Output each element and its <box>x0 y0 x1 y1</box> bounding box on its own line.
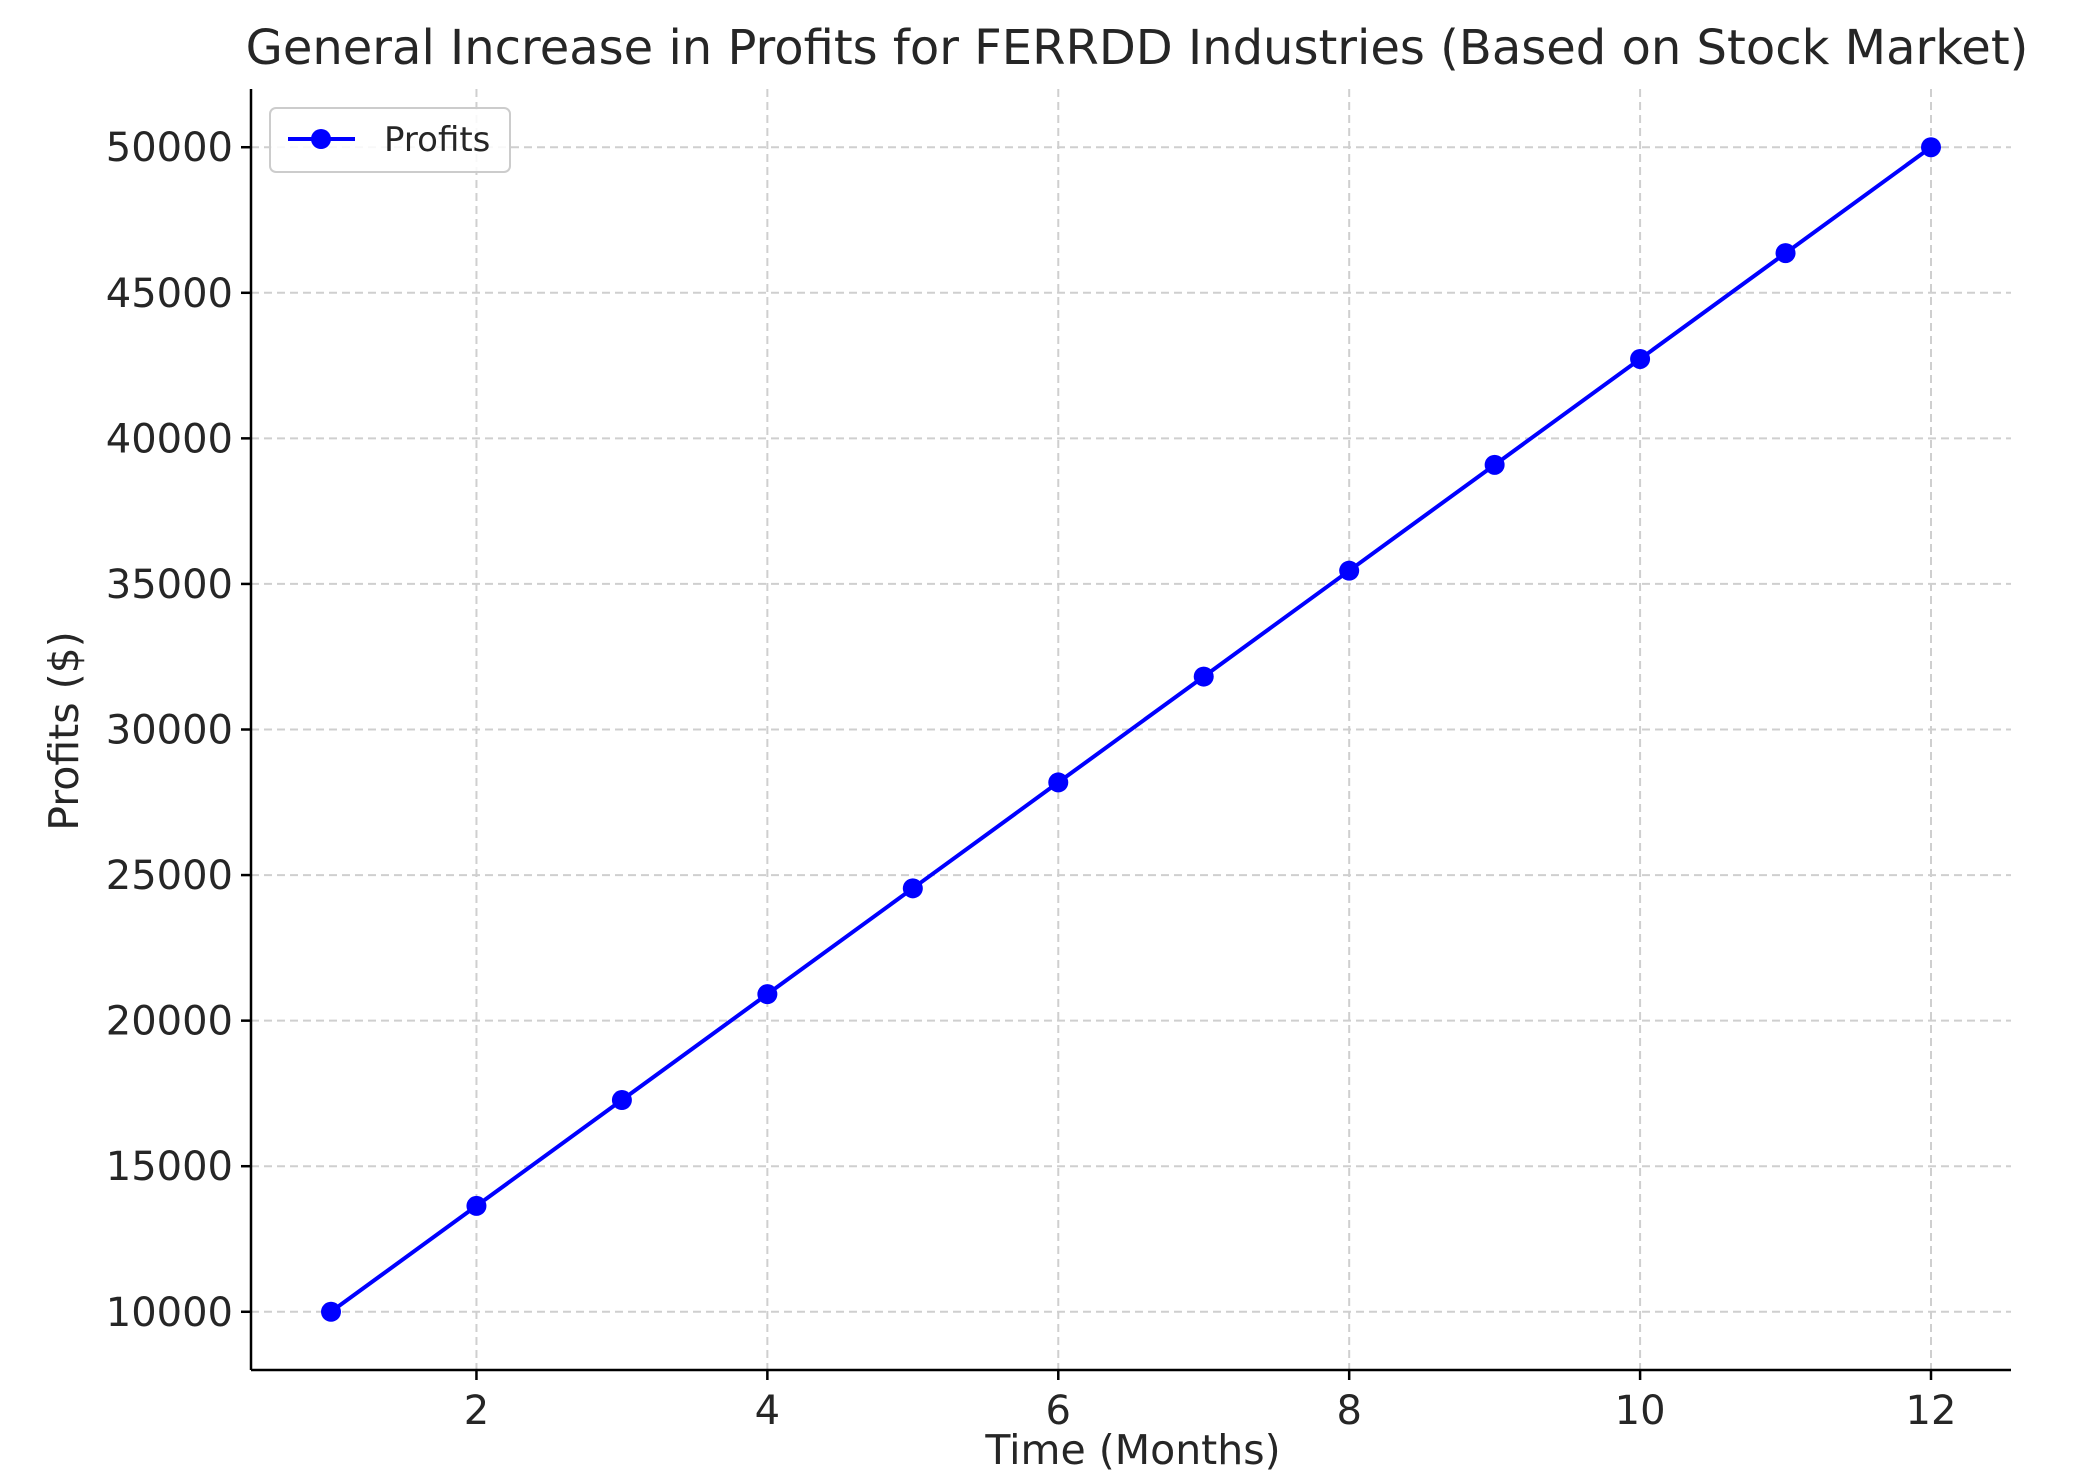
data-point <box>1193 666 1214 687</box>
ticks: 2 4 6 8 10 12 10000 15000 20000 25000 30000 35000 40… <box>106 125 1957 1434</box>
y-tick-label: 25000 <box>106 853 233 899</box>
data-point <box>321 1301 341 1322</box>
legend-box <box>269 107 511 173</box>
series-line-profits <box>329 145 1933 1314</box>
grid <box>251 89 2011 1370</box>
y-tick-label: 30000 <box>106 708 233 754</box>
data-point <box>611 1090 632 1111</box>
y-tick-label: 35000 <box>106 562 233 608</box>
data-point <box>902 878 923 899</box>
legend-marker-swatch <box>311 129 331 149</box>
x-tick-label: 10 <box>1615 1388 1666 1434</box>
y-tick-label: 15000 <box>106 1144 233 1190</box>
x-tick-label: 4 <box>755 1388 780 1434</box>
y-tick-label: 20000 <box>106 999 233 1045</box>
data-point <box>1921 137 1941 158</box>
legend: Profits <box>269 107 511 173</box>
x-tick-label: 6 <box>1046 1388 1071 1434</box>
data-point <box>466 1195 487 1216</box>
y-tick-label: 50000 <box>106 125 233 171</box>
x-tick-label: 8 <box>1336 1388 1361 1434</box>
data-point <box>1775 243 1796 264</box>
x-axis-label: Time (Months) <box>984 1426 1280 1474</box>
data-point <box>1630 348 1651 369</box>
data-point <box>1048 772 1069 793</box>
y-tick-label: 10000 <box>106 1290 233 1336</box>
x-tick-label: 12 <box>1906 1388 1957 1434</box>
series-layer <box>321 137 1941 1322</box>
chart-title: General Increase in Profits for FERRDD I… <box>246 20 2029 76</box>
y-tick-label: 40000 <box>106 416 233 462</box>
legend-label: Profits <box>384 120 490 160</box>
data-point <box>1484 454 1505 475</box>
y-axis-label: Profits ($) <box>40 631 88 830</box>
data-point <box>757 984 778 1005</box>
x-tick-label: 2 <box>464 1388 489 1434</box>
y-tick-label: 45000 <box>106 271 233 317</box>
data-point <box>1339 560 1360 581</box>
